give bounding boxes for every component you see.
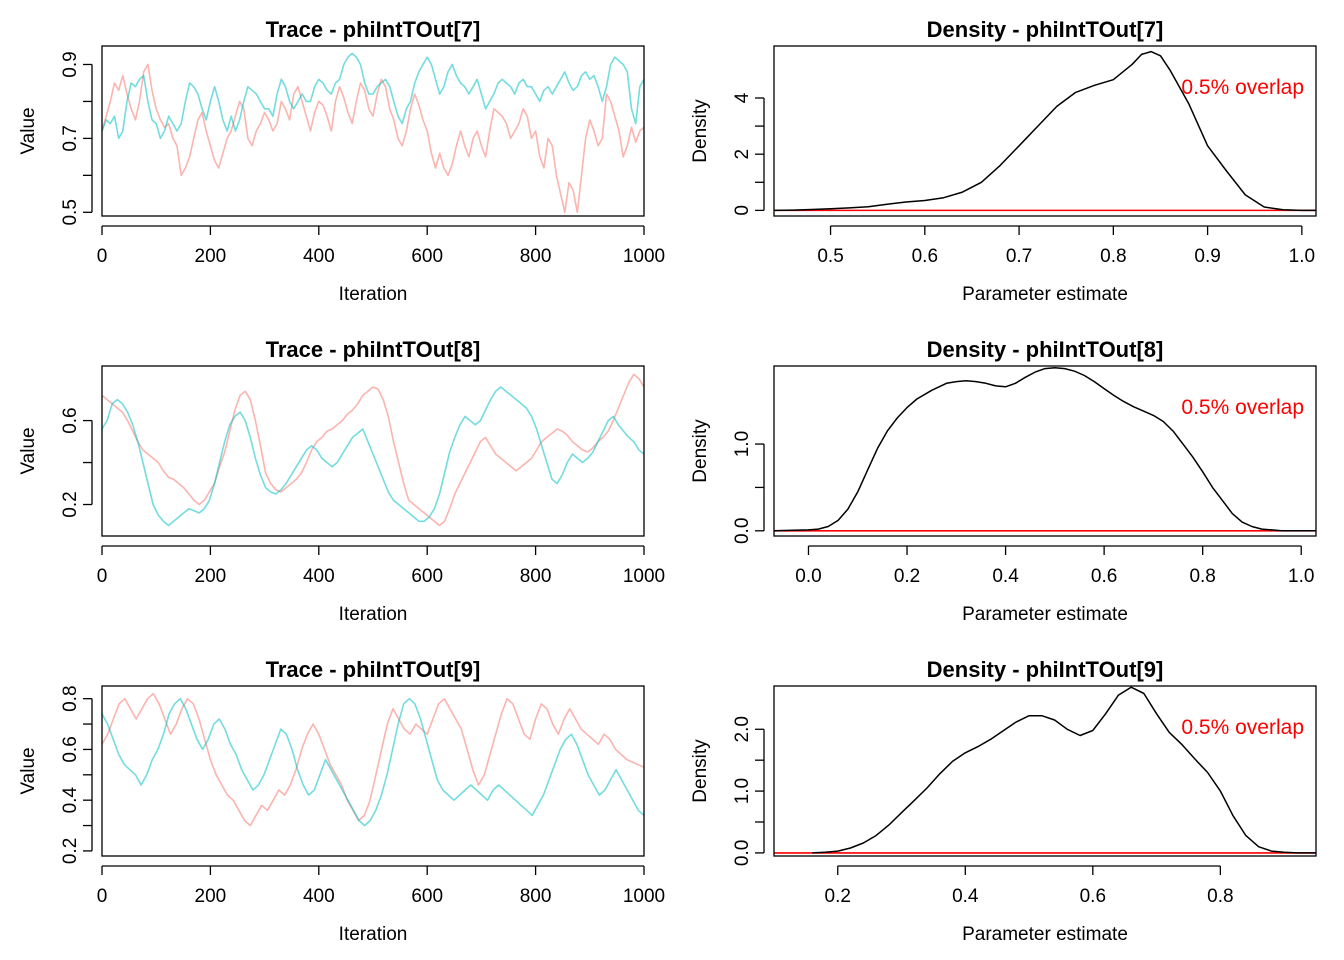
x-tick-label: 0.9 <box>1194 246 1220 267</box>
x-tick-label: 1.0 <box>1288 566 1314 587</box>
x-tick-label: 200 <box>195 566 227 587</box>
y-tick-label: 0.6 <box>60 736 81 762</box>
plot-frame <box>773 45 1317 217</box>
x-tick-label: 800 <box>520 246 552 267</box>
chain-2-line <box>101 52 645 140</box>
x-tick-label: 0 <box>97 246 108 267</box>
y-tick-label: 1.0 <box>732 431 753 457</box>
y-axis-label: Value <box>18 427 39 474</box>
y-tick-label: 0.0 <box>732 840 753 866</box>
plot-frame <box>101 685 645 857</box>
density-curve <box>812 686 1316 854</box>
y-tick-label: 2.0 <box>732 716 753 742</box>
y-tick-label: 0.6 <box>60 407 81 433</box>
y-axis-label: Value <box>18 107 39 154</box>
chain-1-line <box>101 373 645 527</box>
x-tick-label: 600 <box>411 566 443 587</box>
x-tick-label: 1.0 <box>1289 246 1315 267</box>
y-tick-label: 4 <box>732 92 753 103</box>
x-tick-label: 800 <box>520 886 552 907</box>
x-tick-label: 0.0 <box>795 566 821 587</box>
chain-1-line <box>101 692 645 827</box>
chain-1-line <box>101 63 645 214</box>
plot-frame <box>101 45 645 217</box>
overlap-annotation: 0.5% overlap <box>1181 716 1304 739</box>
x-tick-label: 0.6 <box>912 246 938 267</box>
x-tick-label: 0.4 <box>992 566 1019 587</box>
x-tick-label: 600 <box>411 246 443 267</box>
y-tick-label: 0.9 <box>60 51 81 77</box>
x-axis-label: Parameter estimate <box>962 924 1128 945</box>
y-axis-label: Value <box>18 747 39 794</box>
panel-title: Density - phiIntTOut[9] <box>927 657 1164 682</box>
y-tick-label: 1.0 <box>732 778 753 804</box>
trace-panel-0: Trace - phiIntTOut[7] 0 200 400 600 800 1000 It… <box>18 17 665 305</box>
x-tick-label: 0 <box>97 566 108 587</box>
y-tick-label: 0.0 <box>732 518 753 544</box>
x-tick-label: 1000 <box>623 566 665 587</box>
density-panel-5: Density - phiIntTOut[9] 0.5% overlap 0.2 0.… <box>690 657 1317 945</box>
density-curve <box>773 50 1316 212</box>
x-tick-label: 200 <box>195 246 227 267</box>
x-tick-label: 800 <box>520 566 552 587</box>
y-tick-label: 0.8 <box>60 685 81 711</box>
density-curve <box>773 366 1316 532</box>
y-tick-label: 0.4 <box>60 787 81 814</box>
x-tick-label: 0.2 <box>894 566 920 587</box>
overlap-annotation: 0.5% overlap <box>1181 76 1304 99</box>
y-axis-label: Density <box>690 739 711 803</box>
chain-2-line <box>101 386 645 527</box>
y-axis-label: Density <box>690 99 711 163</box>
y-tick-label: 0.2 <box>60 838 81 864</box>
y-tick-label: 0.7 <box>60 125 81 151</box>
x-axis-label: Parameter estimate <box>962 604 1128 625</box>
x-tick-label: 1000 <box>623 886 665 907</box>
x-tick-label: 400 <box>303 886 335 907</box>
chain-2-line <box>101 697 645 827</box>
x-tick-label: 0.8 <box>1189 566 1215 587</box>
x-axis-label: Iteration <box>339 284 408 305</box>
x-tick-label: 0.7 <box>1006 246 1032 267</box>
density-panel-3: Density - phiIntTOut[8] 0.5% overlap 0.0 0.… <box>690 337 1317 625</box>
trace-panel-4: Trace - phiIntTOut[9] 0 200 400 600 800 1000 It… <box>18 657 665 945</box>
x-axis-label: Parameter estimate <box>962 284 1128 305</box>
x-tick-label: 400 <box>303 246 335 267</box>
x-tick-label: 400 <box>303 566 335 587</box>
x-tick-label: 1000 <box>623 246 665 267</box>
x-tick-label: 0.2 <box>825 886 851 907</box>
x-axis-label: Iteration <box>339 604 408 625</box>
y-tick-label: 0 <box>732 205 753 216</box>
plot-frame <box>773 685 1317 857</box>
x-tick-label: 0.8 <box>1100 246 1126 267</box>
x-tick-label: 200 <box>195 886 227 907</box>
y-tick-label: 0.5 <box>60 199 81 225</box>
density-panel-1: Density - phiIntTOut[7] 0.5% overlap 0.5 0.… <box>690 17 1317 305</box>
x-tick-label: 0.8 <box>1207 886 1233 907</box>
plot-frame <box>101 365 645 537</box>
x-axis-label: Iteration <box>339 924 408 945</box>
panel-title: Density - phiIntTOut[8] <box>927 337 1164 362</box>
panel-title: Trace - phiIntTOut[7] <box>266 17 481 42</box>
x-tick-label: 0.5 <box>817 246 843 267</box>
panel-title: Trace - phiIntTOut[9] <box>266 657 481 682</box>
y-tick-label: 0.2 <box>60 491 81 517</box>
x-tick-label: 600 <box>411 886 443 907</box>
trace-panel-2: Trace - phiIntTOut[8] 0 200 400 600 800 1000 It… <box>18 337 665 625</box>
y-tick-label: 2 <box>732 149 753 160</box>
x-tick-label: 0.4 <box>952 886 979 907</box>
x-tick-label: 0 <box>97 886 108 907</box>
x-tick-label: 0.6 <box>1080 886 1106 907</box>
panel-title: Density - phiIntTOut[7] <box>927 17 1164 42</box>
plot-frame <box>773 365 1317 537</box>
x-tick-label: 0.6 <box>1091 566 1117 587</box>
y-axis-label: Density <box>690 419 711 483</box>
overlap-annotation: 0.5% overlap <box>1181 396 1304 419</box>
panel-title: Trace - phiIntTOut[8] <box>266 337 481 362</box>
